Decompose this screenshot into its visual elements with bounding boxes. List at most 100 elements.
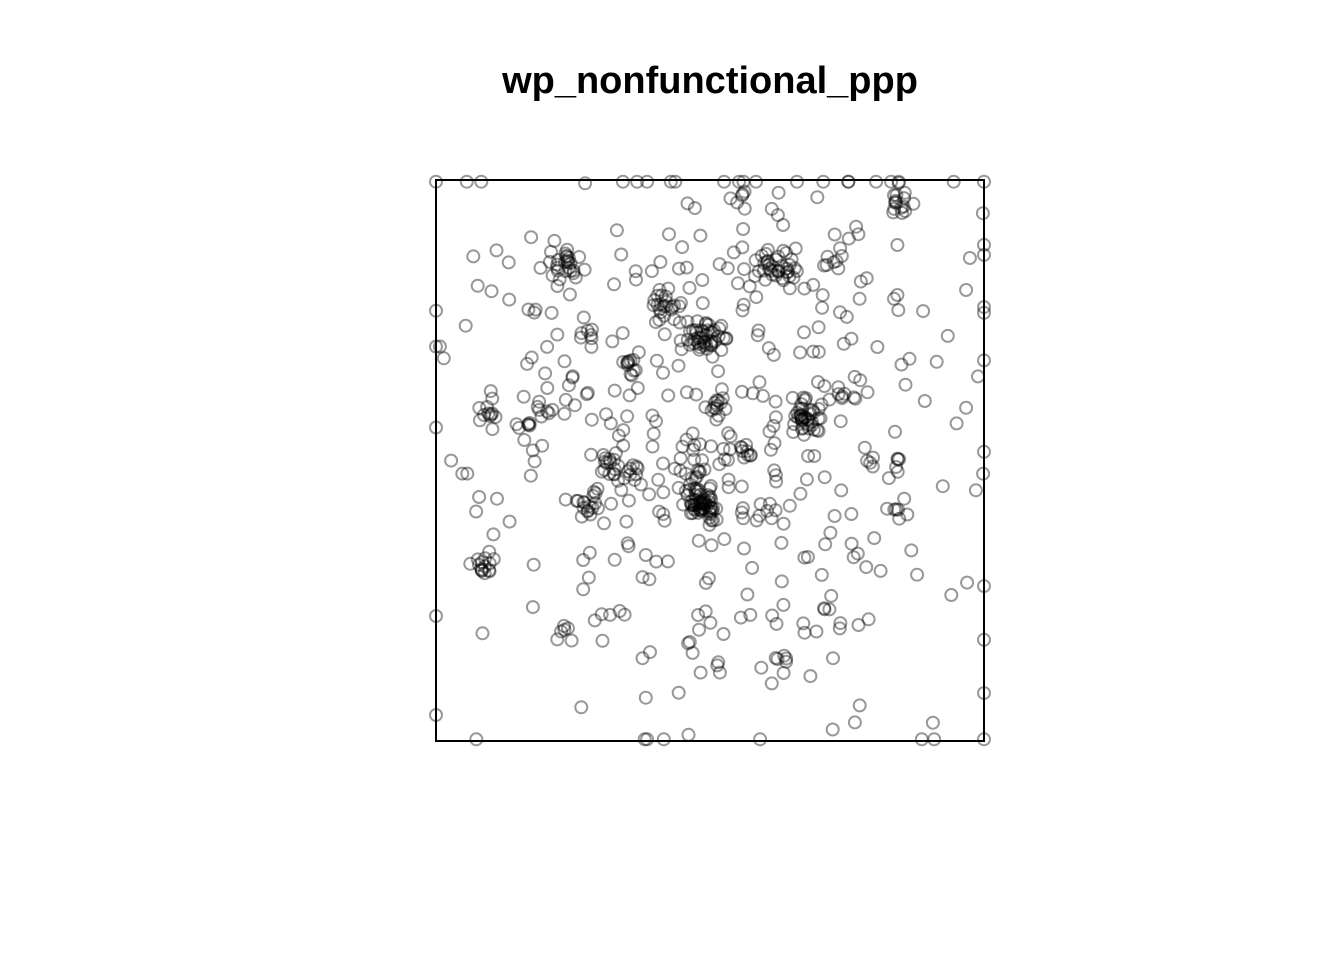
data-point bbox=[617, 471, 632, 486]
data-point bbox=[751, 323, 766, 338]
data-point bbox=[833, 241, 848, 256]
data-point bbox=[764, 676, 779, 691]
data-point bbox=[599, 407, 614, 422]
data-point bbox=[701, 490, 716, 505]
data-point bbox=[900, 507, 915, 522]
data-point bbox=[679, 466, 693, 481]
data-point bbox=[578, 176, 593, 191]
data-point bbox=[482, 563, 496, 578]
data-point bbox=[700, 341, 714, 356]
data-point bbox=[717, 532, 732, 547]
data-point bbox=[787, 417, 802, 432]
data-point bbox=[713, 395, 728, 410]
data-point bbox=[597, 462, 612, 477]
data-point bbox=[709, 501, 724, 516]
data-point bbox=[698, 400, 713, 415]
data-point bbox=[460, 466, 475, 481]
data-point bbox=[710, 398, 725, 413]
data-point bbox=[745, 560, 760, 575]
data-point bbox=[554, 624, 569, 639]
data-point bbox=[598, 451, 613, 466]
data-point bbox=[795, 414, 810, 429]
data-point bbox=[892, 452, 907, 467]
data-point bbox=[444, 453, 459, 468]
data-point bbox=[458, 318, 473, 333]
data-point bbox=[888, 193, 903, 208]
data-point bbox=[581, 570, 596, 585]
data-point bbox=[826, 255, 841, 270]
data-point bbox=[621, 464, 635, 479]
data-point bbox=[760, 254, 775, 268]
data-point bbox=[649, 414, 663, 429]
data-point bbox=[705, 325, 720, 340]
data-point bbox=[739, 437, 754, 452]
data-point bbox=[763, 442, 778, 457]
data-point bbox=[818, 537, 833, 552]
data-point bbox=[867, 531, 882, 546]
data-point bbox=[779, 246, 794, 260]
data-point bbox=[477, 559, 492, 574]
data-point bbox=[489, 243, 504, 258]
data-point bbox=[638, 690, 653, 705]
data-point bbox=[887, 188, 901, 203]
data-point bbox=[614, 247, 629, 262]
data-point bbox=[977, 686, 991, 701]
data-point bbox=[647, 293, 662, 308]
data-point bbox=[527, 305, 542, 320]
data-point bbox=[576, 495, 591, 509]
data-point bbox=[734, 479, 749, 494]
data-point bbox=[851, 227, 866, 242]
data-point bbox=[719, 331, 734, 346]
data-point bbox=[535, 438, 550, 453]
data-point bbox=[626, 458, 640, 473]
data-point bbox=[769, 474, 784, 489]
data-point bbox=[672, 299, 687, 314]
data-point bbox=[711, 393, 726, 408]
data-point bbox=[711, 364, 726, 379]
data-point bbox=[571, 493, 585, 508]
observation-window bbox=[435, 179, 985, 742]
data-point bbox=[977, 732, 991, 747]
data-point bbox=[925, 715, 940, 730]
data-point bbox=[617, 607, 632, 622]
data-point bbox=[949, 416, 964, 431]
data-point bbox=[680, 314, 695, 329]
data-point bbox=[524, 350, 539, 365]
data-point bbox=[645, 408, 660, 423]
data-point bbox=[696, 338, 711, 353]
data-point bbox=[635, 570, 650, 585]
data-point bbox=[749, 174, 763, 189]
data-point bbox=[736, 511, 751, 526]
data-point bbox=[474, 562, 489, 577]
data-point bbox=[695, 496, 710, 511]
data-point bbox=[704, 338, 719, 353]
data-point bbox=[603, 607, 618, 622]
data-point bbox=[758, 246, 773, 261]
data-point bbox=[692, 503, 707, 517]
data-point bbox=[890, 464, 905, 479]
data-point bbox=[695, 296, 710, 311]
data-point bbox=[691, 336, 706, 351]
data-point bbox=[545, 268, 560, 283]
data-point bbox=[475, 626, 490, 641]
data-point bbox=[711, 655, 726, 670]
data-point bbox=[683, 495, 698, 510]
data-point bbox=[528, 302, 543, 317]
data-point bbox=[534, 409, 549, 424]
data-point bbox=[753, 497, 768, 512]
data-point bbox=[896, 199, 911, 214]
data-point bbox=[803, 407, 818, 422]
data-point bbox=[643, 645, 657, 660]
data-point bbox=[917, 394, 932, 408]
data-point bbox=[682, 280, 697, 295]
data-point bbox=[720, 453, 735, 467]
data-point bbox=[887, 502, 902, 517]
data-point bbox=[789, 264, 804, 279]
data-point bbox=[795, 421, 810, 436]
data-point bbox=[787, 261, 802, 276]
data-point bbox=[737, 184, 752, 199]
data-point bbox=[859, 271, 874, 286]
data-point bbox=[860, 385, 875, 400]
data-point bbox=[586, 489, 601, 503]
data-point bbox=[698, 497, 712, 512]
